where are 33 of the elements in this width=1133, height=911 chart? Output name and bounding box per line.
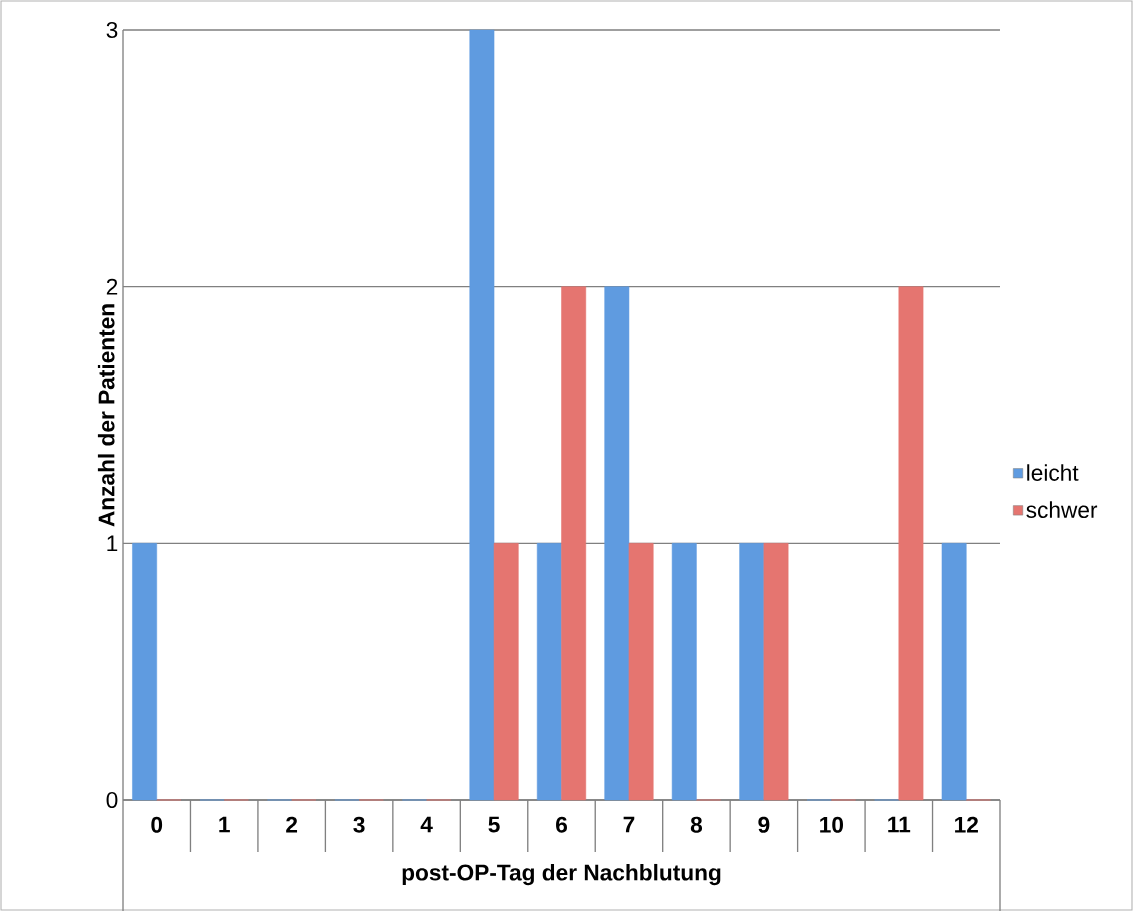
x-tick-label: 12 — [955, 816, 978, 833]
x-tick-label: 3 — [353, 816, 365, 833]
bar — [671, 543, 697, 801]
y-tick-label: 1 — [107, 535, 118, 552]
x-tick-label: 8 — [690, 816, 703, 833]
x-tick-label: 1 — [219, 816, 230, 833]
x-tick-label: 0 — [151, 816, 163, 833]
bar — [469, 29, 495, 801]
bar — [561, 286, 587, 801]
bar — [898, 286, 924, 801]
x-axis-title: post-OP-Tag der Nachblutung — [402, 863, 721, 886]
x-tick-label: 10 — [820, 816, 844, 833]
bar — [763, 543, 789, 801]
bar — [739, 543, 765, 801]
x-tick-label: 4 — [420, 816, 433, 833]
y-tick-label: 2 — [106, 278, 118, 295]
legend-label: schwer — [1026, 501, 1098, 518]
y-tick-label: 0 — [106, 791, 118, 809]
bar — [604, 286, 630, 801]
x-tick-label: 2 — [286, 816, 298, 833]
x-tick-label: 9 — [758, 816, 770, 833]
legend-label: leicht — [1027, 464, 1079, 481]
x-tick-label: 11 — [888, 816, 911, 833]
bar — [493, 543, 519, 801]
y-axis-title: Anzahl der Patienten — [97, 304, 115, 527]
bar — [132, 543, 158, 801]
x-tick-label: 7 — [623, 816, 635, 833]
bar — [628, 543, 654, 801]
y-tick-label: 3 — [106, 21, 118, 39]
bar — [536, 543, 562, 801]
bar — [941, 543, 967, 801]
x-tick-label: 6 — [556, 816, 567, 833]
x-tick-label: 5 — [488, 816, 500, 833]
